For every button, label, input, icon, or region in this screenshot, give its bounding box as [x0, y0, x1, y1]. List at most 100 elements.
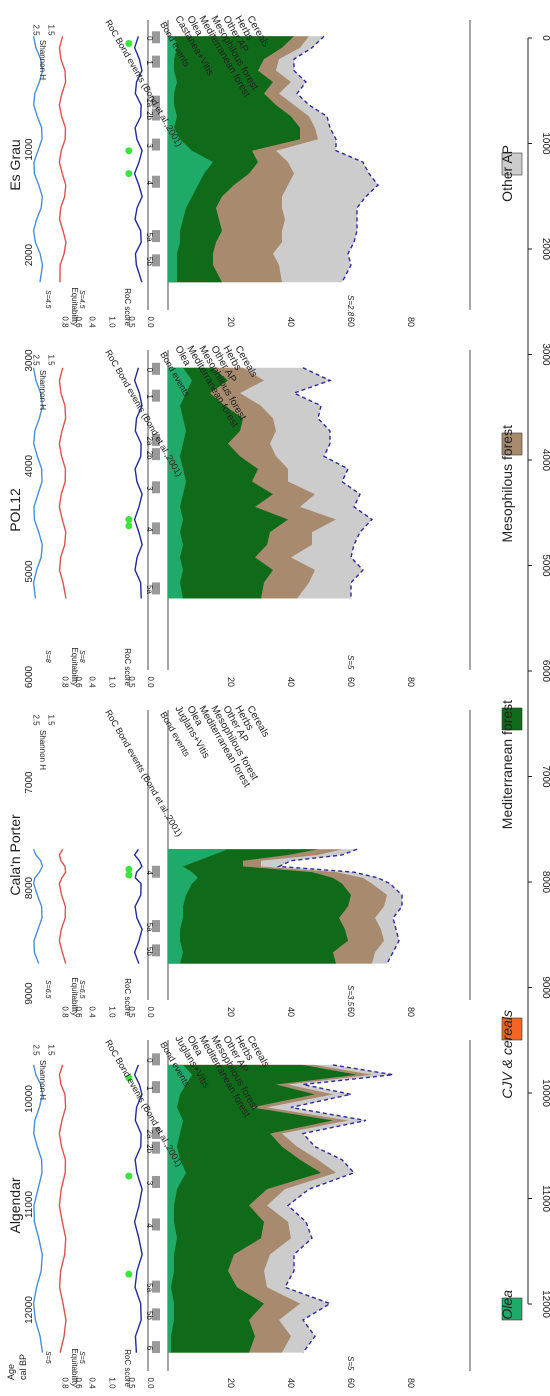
bond-event-bar [152, 865, 160, 878]
bond-event-label: 5a [145, 585, 154, 594]
roc-peak-point [125, 1172, 133, 1180]
bond-event-bar [152, 230, 160, 243]
pollen-tick-label: 60 [346, 317, 356, 327]
roc-axis-label: RoC score [123, 1349, 132, 1387]
pollen-s-label: S=2.8 [346, 295, 355, 317]
roc-tick-label: 0.5 [127, 1377, 136, 1389]
pollen-tick-label: 40 [286, 677, 296, 687]
equitability-tick-label: 0.8 [61, 1006, 70, 1018]
shannon-s-label: S=8 [44, 650, 51, 663]
legend-swatch [501, 1017, 523, 1041]
equitability-line [58, 848, 67, 964]
shannon-s-label: S=4.5 [44, 290, 51, 309]
bond-event-label: 2a [145, 98, 154, 107]
top-age-tick-label: 7000 [540, 765, 550, 788]
shannon-tick-label: 1.5 [47, 24, 56, 36]
roc-tick-label: 0.5 [127, 1006, 136, 1018]
bond-event-bar [152, 1175, 160, 1188]
olea-area [168, 367, 192, 599]
top-age-tick-label: 6000 [540, 660, 550, 683]
legend-swatch [501, 432, 523, 456]
roc-tick-label: 0.0 [146, 1006, 155, 1018]
shannon-line [32, 1064, 44, 1353]
roc-tick-label: 0.0 [146, 676, 155, 688]
bond-event-bar [152, 920, 160, 933]
roc-axis-label: RoC score [123, 288, 132, 326]
site-title: Cala'n Porter [7, 814, 23, 896]
top-age-tick-label: 2000 [540, 238, 550, 261]
top-age-tick-label: 5000 [540, 554, 550, 577]
top-age-tick-label: 1000 [540, 132, 550, 155]
equitability-tick-label: 0.8 [61, 316, 70, 328]
bond-event-bar [152, 433, 160, 446]
bond-event-bar [152, 1126, 160, 1139]
bond-event-label: 4 [145, 871, 154, 876]
bond-event-bar [152, 1280, 160, 1293]
bond-event-label: 2b [145, 111, 154, 120]
pollen-tick-label: 60 [346, 1007, 356, 1017]
shannon-axis-label: Shannon H [38, 40, 47, 80]
roc-tick-label: 0.0 [146, 316, 155, 328]
mediterranean-area [168, 849, 351, 964]
bond-event-label: 4 [145, 1223, 154, 1228]
mediterranean-area [168, 1064, 357, 1353]
bond-event-label: 2a [145, 436, 154, 445]
age-axis-label: Age [6, 1364, 16, 1380]
shannon-tick-label: 1.5 [47, 354, 56, 366]
bond-event-label: 4 [145, 181, 154, 186]
roc-line [133, 848, 143, 964]
pollen-tick-label: 40 [286, 1007, 296, 1017]
roc-tick-label: 0.0 [146, 1377, 155, 1389]
bond-event-bar [152, 522, 160, 535]
roc-tick-label: 1.0 [108, 676, 117, 688]
age-tick-label: 7000 [24, 771, 35, 794]
shannon-tick-label: 1.5 [47, 1044, 56, 1056]
bond-event-bar [152, 448, 160, 461]
shannon-line [32, 849, 44, 964]
bond-event-bar [152, 389, 160, 402]
shannon-axis-label: Shannon H [38, 370, 47, 410]
plots-layer [32, 31, 523, 1354]
bond-event-bar [152, 1081, 160, 1094]
bond-event-bar [152, 1053, 160, 1066]
bond-event-bar [152, 108, 160, 121]
equitability-tick-label: 0.8 [61, 1377, 70, 1389]
shannon-s-label: S=6.5 [44, 980, 51, 999]
equitability-line [58, 367, 67, 599]
age-tick-label: 1000 [24, 138, 35, 161]
bond-event-label: 5b [145, 1311, 154, 1320]
top-age-tick-label: 10000 [540, 1079, 550, 1107]
bond-event-bar [152, 1341, 160, 1354]
pollen-tick-label: 40 [286, 1378, 296, 1388]
ap-sum-line [283, 1064, 394, 1354]
pollen-tick-label: 60 [346, 677, 356, 687]
age-tick-label: 5000 [24, 560, 35, 583]
roc-peak-point [125, 1270, 133, 1278]
equitability-tick-label: 0.4 [87, 1006, 96, 1018]
pollen-s-label: S=5 [346, 655, 355, 670]
bond-event-label: 2b [145, 451, 154, 460]
mediterranean-area [168, 36, 300, 283]
bond-event-label: 3 [145, 1181, 154, 1186]
bond-event-label: 0 [145, 1058, 154, 1063]
roc-axis-label: RoC score [123, 978, 132, 1016]
equitability-axis-label: Equitability [70, 1348, 79, 1387]
shannon-axis-label: Shannon H [38, 730, 47, 770]
bond-event-label: 1 [145, 394, 154, 399]
legend-label: Mesophilous forest [499, 425, 515, 543]
site-title: POL12 [7, 488, 23, 532]
pollen-tick-label: 20 [226, 1378, 236, 1388]
age-tick-label: 6000 [24, 665, 35, 688]
shannon-tick-label: 2.5 [32, 24, 41, 36]
roc-axis-label: RoC score [123, 648, 132, 686]
age-tick-label: 9000 [24, 982, 35, 1005]
age-tick-label: 11000 [24, 1191, 35, 1219]
bond-event-bar [152, 1308, 160, 1321]
roc-peak-point [125, 170, 133, 178]
pollen-s-label: S=5 [346, 1356, 355, 1371]
bond-event-label: 5a [145, 1283, 154, 1292]
equitability-axis-label: Equitability [70, 647, 79, 686]
pollen-tick-label: 40 [286, 317, 296, 327]
legend-swatch [501, 707, 523, 731]
